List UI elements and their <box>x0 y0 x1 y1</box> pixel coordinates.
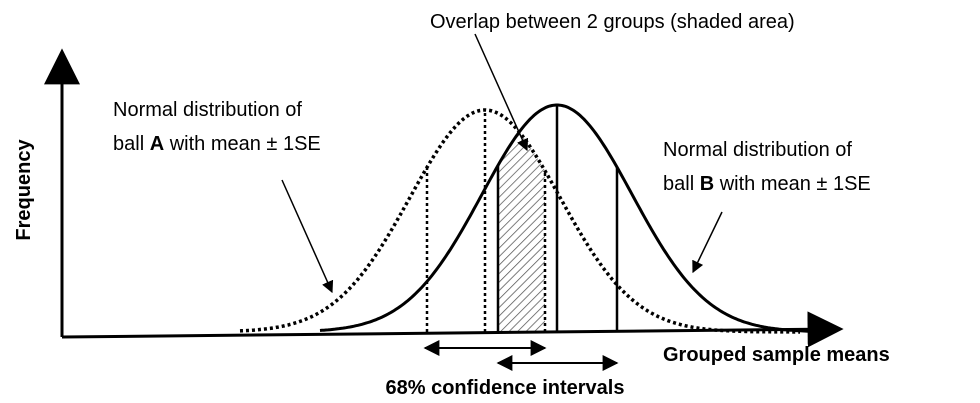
ball-b-pointer <box>692 211 723 274</box>
x-axis-label: Grouped sample means <box>663 344 890 366</box>
ball-a-pointer <box>281 179 334 294</box>
text: B <box>700 173 714 195</box>
text: ball <box>113 133 150 155</box>
ball-a-line1: Normal distribution of <box>113 99 302 121</box>
text: A <box>150 133 164 155</box>
confidence-label: 68% confidence intervals <box>386 377 625 399</box>
text: with mean ± 1SE <box>714 173 871 195</box>
overlap-pointer <box>474 33 529 152</box>
curves <box>239 103 813 334</box>
overlap-label: Overlap between 2 groups (shaded area) <box>430 11 795 33</box>
text: ball <box>663 173 700 195</box>
y-axis-label: Frequency <box>13 139 35 241</box>
ball-a-line2: ball A with mean ± 1SE <box>113 133 321 155</box>
text: with mean ± 1SE <box>164 133 321 155</box>
ball-b-line2: ball B with mean ± 1SE <box>663 173 871 195</box>
x-axis <box>61 311 844 348</box>
overlap-area <box>498 132 545 332</box>
ball-b-line1: Normal distribution of <box>663 139 852 161</box>
curve-b <box>319 103 813 333</box>
